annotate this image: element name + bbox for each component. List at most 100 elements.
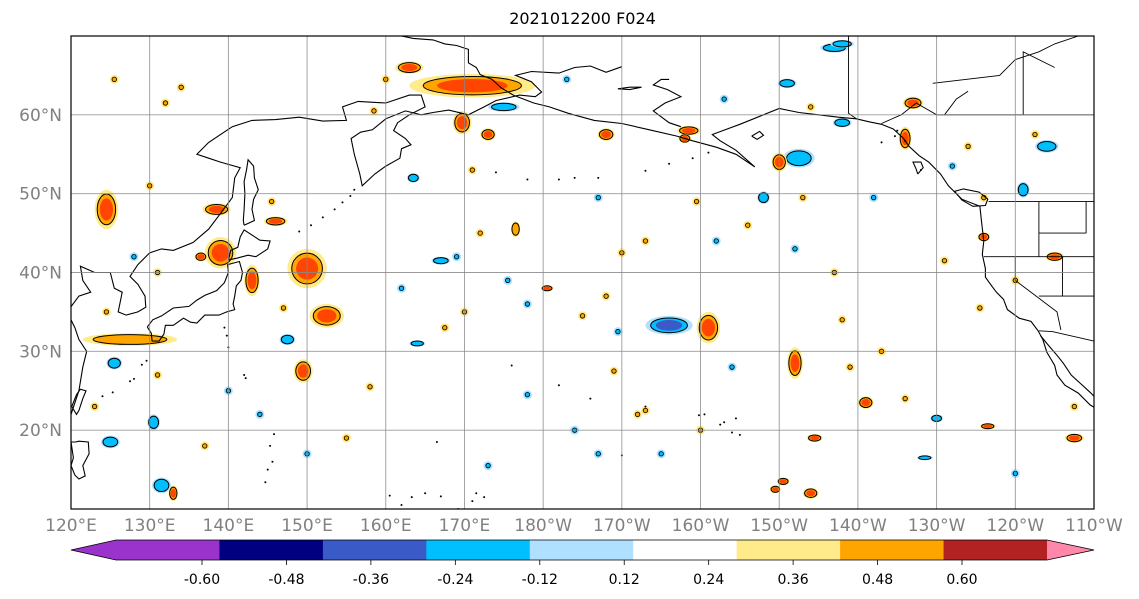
island-mark — [597, 176, 600, 179]
island-mark — [111, 391, 114, 394]
island-mark — [691, 157, 694, 160]
lon-tick-label: 160°E — [360, 516, 412, 536]
anomaly-cell — [244, 264, 260, 297]
coastline-segment — [71, 65, 622, 415]
lon-tick-label: 110°W — [1065, 516, 1123, 536]
lon-tick-label: 180°W — [514, 516, 572, 536]
island-mark — [410, 496, 413, 499]
anomaly-contour — [207, 239, 234, 266]
colorbar-tick-label: 0.12 — [609, 572, 640, 588]
anomaly-contour — [758, 192, 769, 204]
island-mark — [475, 492, 478, 495]
coastline-segment — [146, 260, 244, 342]
anomaly-dot — [467, 165, 477, 175]
lon-tick-label: 120°W — [986, 516, 1044, 536]
anomaly-contour — [295, 361, 312, 381]
anomaly-dot — [160, 98, 170, 108]
anomaly-fill — [779, 479, 787, 484]
anomaly-fill — [99, 198, 114, 221]
anomaly-contour — [422, 75, 522, 96]
anomaly-cell — [676, 125, 701, 136]
anomaly-cell — [696, 311, 721, 344]
dot-contour — [469, 167, 475, 173]
dot-contour — [871, 195, 877, 201]
dot-contour — [634, 411, 641, 417]
anomaly-contour — [511, 222, 520, 236]
anomaly-fill — [211, 243, 230, 262]
island-mark — [573, 176, 576, 179]
island-mark — [919, 169, 922, 172]
anomaly-contour — [904, 97, 922, 109]
island-mark — [266, 468, 269, 471]
anomaly-fill — [1037, 141, 1056, 152]
colorbar-tick-label: 0.60 — [946, 572, 977, 588]
anomaly-dot — [1069, 402, 1079, 412]
anomaly-contour — [153, 478, 170, 492]
lon-tick-label: 170°W — [593, 516, 651, 536]
anomaly-contour — [598, 129, 614, 140]
anomaly-cell — [409, 73, 536, 98]
anomaly-contour — [1017, 183, 1029, 197]
map-title: 2021012200 F024 — [509, 9, 656, 28]
dot-contour — [713, 238, 719, 244]
lon-tick-label: 130°W — [908, 516, 966, 536]
island-mark — [483, 496, 486, 499]
anomaly-dot — [255, 409, 265, 419]
island-mark — [225, 334, 228, 337]
anomaly-dot — [90, 402, 100, 412]
anomaly-contour — [169, 486, 178, 500]
anomaly-dot — [609, 366, 619, 376]
anomaly-fill — [543, 286, 551, 291]
lon-tick-label: 140°E — [203, 516, 255, 536]
dot-contour — [178, 84, 184, 90]
dot-contour — [965, 143, 971, 149]
anomaly-contour — [918, 455, 932, 461]
dot-contour — [745, 222, 751, 228]
coastline-segment — [617, 86, 642, 91]
graticule — [71, 36, 1094, 509]
anomaly-contour — [832, 40, 852, 48]
colorbar-tick-label: -0.24 — [437, 572, 473, 588]
colorbar-segment — [840, 540, 945, 560]
anomaly-fill — [93, 334, 167, 345]
anomaly-dot — [267, 197, 277, 207]
anomaly-fill — [983, 424, 993, 428]
island-mark — [893, 135, 896, 138]
dot-contour — [371, 108, 377, 114]
anomaly-cell — [510, 221, 521, 238]
anomaly-cell — [279, 333, 296, 346]
anomaly-fill — [437, 79, 508, 93]
coastline-segment — [401, 36, 1094, 408]
anomaly-cell — [82, 333, 178, 346]
island-mark — [510, 364, 513, 367]
anomaly-fill — [682, 127, 696, 134]
colorbar-segment — [633, 540, 738, 560]
political-border — [848, 36, 857, 120]
dot-contour — [800, 195, 806, 201]
dot-contour — [343, 435, 350, 441]
map-frame — [70, 35, 1095, 510]
anomaly-cell — [806, 434, 823, 442]
anomaly-dot — [452, 252, 462, 262]
anomaly-fill — [208, 205, 225, 213]
anomaly-dot — [947, 161, 957, 171]
dot-contour — [847, 364, 853, 370]
dot-contour — [611, 368, 617, 374]
anomaly-contour — [698, 314, 719, 341]
anomaly-contour — [804, 488, 818, 499]
lat-tick-label: 50°N — [19, 185, 62, 205]
island-mark — [298, 230, 301, 233]
anomaly-fill — [433, 257, 449, 264]
anomaly-fill — [197, 254, 205, 260]
anomaly-dot — [1030, 130, 1040, 140]
lon-tick-label: 160°W — [672, 516, 730, 536]
anomaly-fill — [268, 218, 283, 224]
dot-contour — [280, 305, 287, 311]
island-mark — [589, 397, 592, 400]
island-mark — [668, 162, 671, 165]
anomaly-dot — [397, 283, 407, 293]
anomaly-cell — [147, 414, 160, 431]
anomaly-fill — [918, 455, 931, 460]
anomaly-cell — [395, 61, 424, 74]
